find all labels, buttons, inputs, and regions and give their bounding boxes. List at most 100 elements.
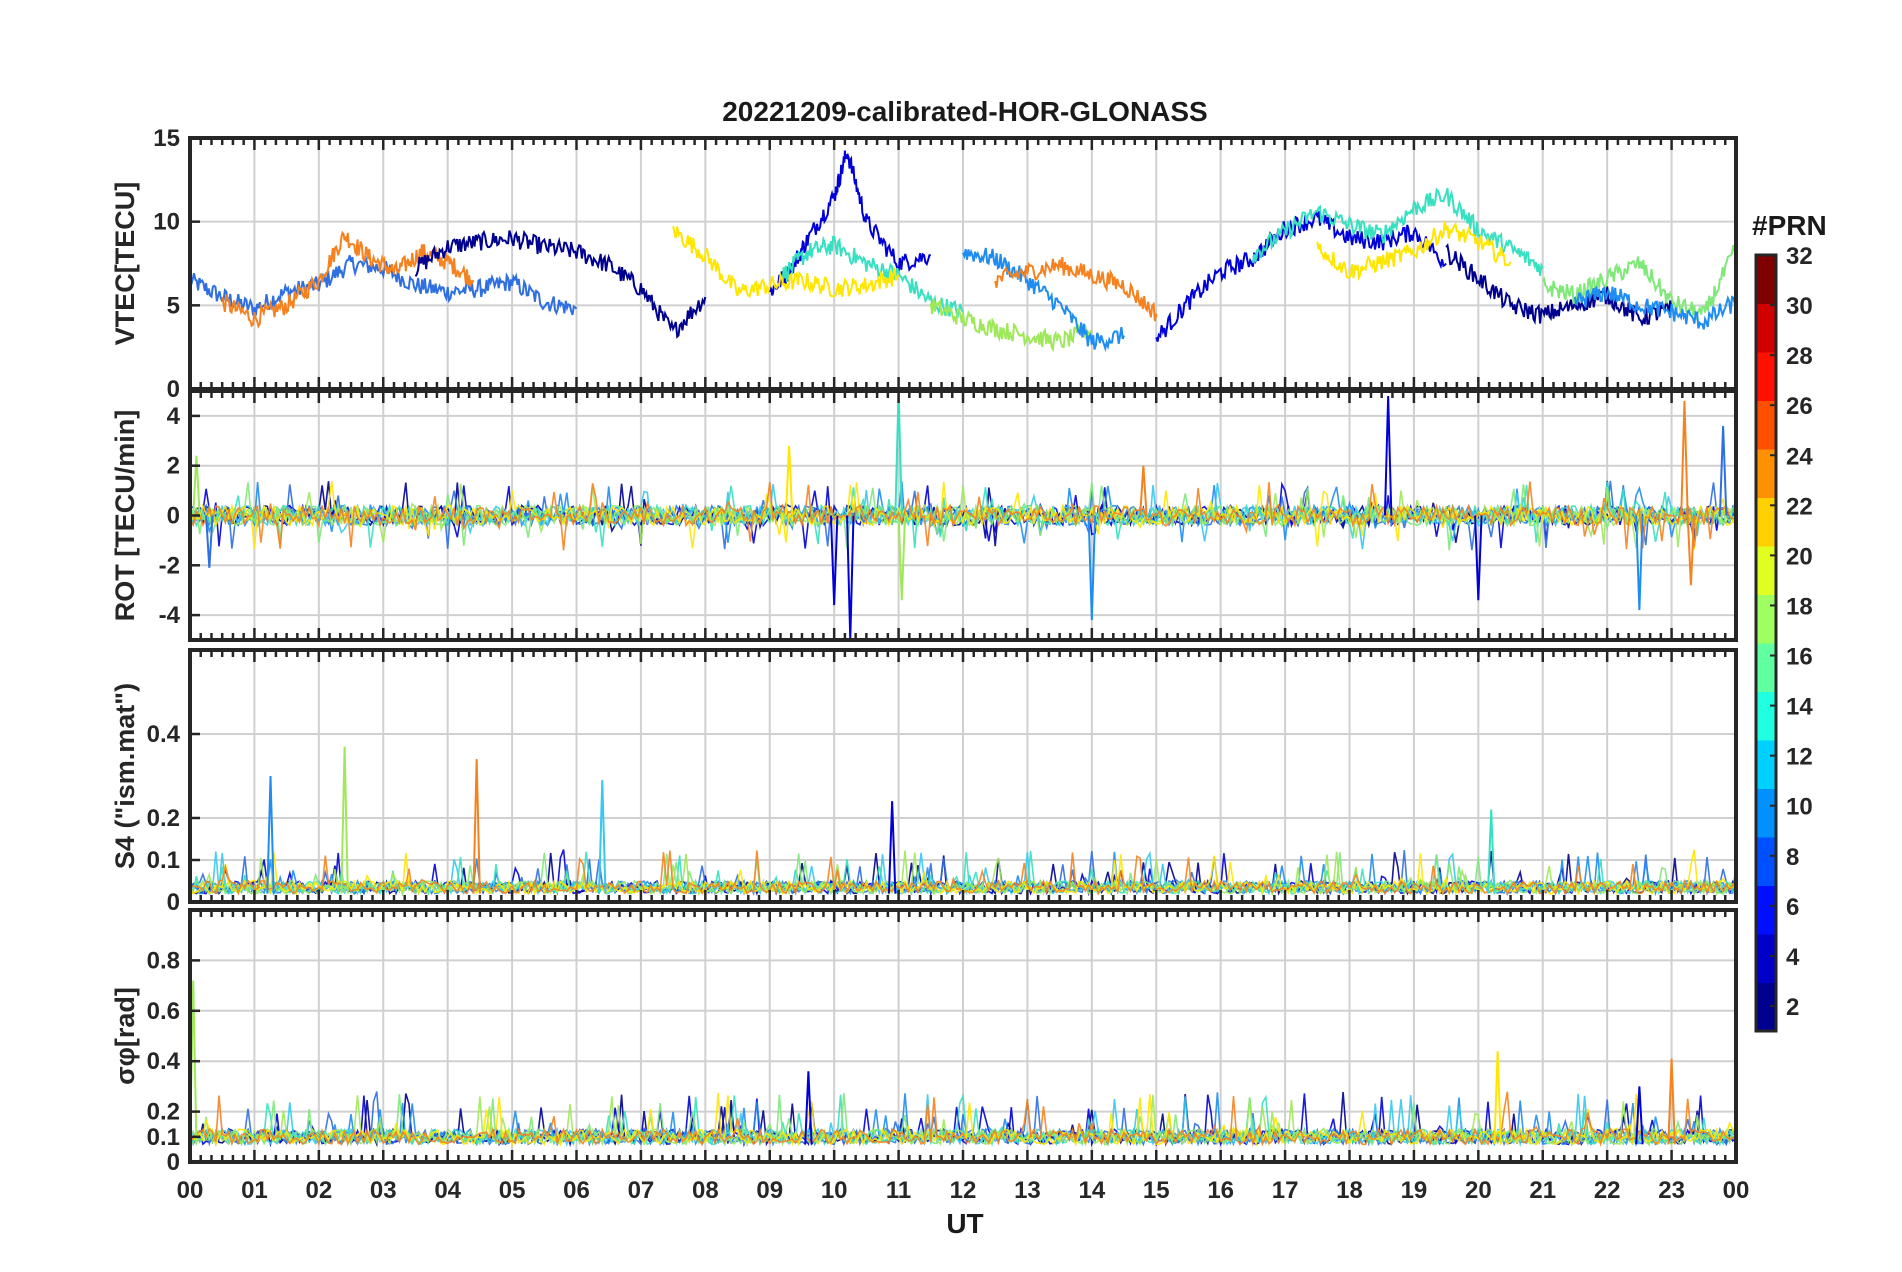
- figure-title: 20221209-calibrated-HOR-GLONASS: [722, 96, 1208, 127]
- rot-spike: [1718, 425, 1728, 516]
- y-tick-label: 0.8: [147, 947, 180, 974]
- x-axis: 00 01 02 03 04 05 06 07 08 09 10 11 12 13 14 15 16 17 18 19…: [177, 1177, 1750, 1204]
- x-tick-label: 19: [1401, 1177, 1428, 1204]
- x-tick-label: 00: [1723, 1177, 1750, 1204]
- colorbar-tick-label: 18: [1786, 593, 1813, 620]
- y-tick-label: 0: [167, 503, 180, 530]
- s4-spike: [887, 801, 897, 894]
- colorbar-swatch: [1756, 812, 1776, 838]
- x-tick-label: 16: [1207, 1177, 1234, 1204]
- rot-spike: [192, 455, 201, 516]
- s4-spike: [598, 780, 607, 894]
- colorbar-tick-label: 12: [1786, 744, 1813, 771]
- colorbar-tick-label: 16: [1786, 644, 1813, 671]
- y-tick-label: 0.1: [147, 1124, 180, 1151]
- y-axis-label-vtec: VTEC[TECU]: [110, 182, 140, 346]
- colorbar-swatch: [1756, 764, 1776, 789]
- ticks-s4: [188, 650, 1738, 902]
- panel-vtec: 0 5 10 15 VTEC[TECU]: [110, 125, 1738, 403]
- y-tick-label: 15: [153, 125, 180, 152]
- y-tick-label: 0.4: [147, 721, 181, 748]
- colorbar-swatch: [1756, 303, 1776, 329]
- panel-s4: 0 0.1 0.2 0.4 S4 ("ism.mat"): [110, 648, 1738, 916]
- s4-spike: [1487, 809, 1496, 894]
- y-tick-label: 0.6: [147, 998, 180, 1025]
- colorbar-swatch: [1756, 400, 1776, 426]
- y-tick-label: 10: [153, 209, 180, 236]
- colorbar-tick-label: 28: [1786, 343, 1813, 370]
- colorbar-swatch: [1756, 837, 1776, 862]
- x-tick-label: 23: [1658, 1177, 1685, 1204]
- rot-spike: [894, 391, 903, 516]
- colorbar-frame: [1754, 253, 1778, 1033]
- colorbar-swatch: [1756, 934, 1776, 959]
- vtec-series-line: [1445, 243, 1673, 327]
- rot-spike: [1686, 515, 1696, 586]
- colorbar-swatch: [1756, 618, 1776, 644]
- x-tick-label: 18: [1336, 1177, 1363, 1204]
- rot-noise-line: [190, 481, 1736, 551]
- y-tick-label: -4: [159, 602, 181, 629]
- x-tick-label: 11: [886, 1177, 911, 1204]
- x-tick-label: 20: [1465, 1177, 1492, 1204]
- rot-spike: [897, 515, 907, 601]
- rot-noise-line: [190, 481, 1736, 550]
- rot-spike: [1087, 515, 1097, 621]
- colorbar-swatch: [1756, 497, 1776, 523]
- x-tick-label: 04: [434, 1177, 461, 1204]
- vtec-series-line: [672, 225, 900, 298]
- y-tick-label: 0: [167, 1149, 180, 1176]
- y-tick-label: 0.4: [147, 1048, 181, 1075]
- rot-spike: [1139, 465, 1148, 516]
- colorbar-swatch: [1756, 594, 1776, 620]
- sigma_phi-spike: [1493, 1051, 1502, 1145]
- x-tick-label: 22: [1594, 1177, 1621, 1204]
- rot-spike: [205, 515, 214, 568]
- colorbar-swatch: [1756, 861, 1776, 886]
- x-tick-label: 06: [563, 1177, 590, 1204]
- x-tick-label: 01: [241, 1177, 268, 1204]
- y-axis-label-sigma_phi: σφ[rad]: [110, 987, 140, 1085]
- colorbar-swatch: [1756, 982, 1776, 1008]
- y-tick-label: 0.2: [147, 1099, 180, 1126]
- colorbar-tick-label: 8: [1786, 844, 1799, 871]
- x-tick-label: 17: [1272, 1177, 1299, 1204]
- panel-sigma_phi: 00.10.2 0.4 0.6 0.8 σφ[rad]: [110, 908, 1738, 1176]
- vtec-series-line: [929, 298, 1093, 353]
- colorbar-swatch: [1756, 546, 1776, 571]
- y-tick-label: 0: [167, 376, 180, 403]
- y-tick-label: 0: [167, 889, 180, 916]
- colorbar-swatch: [1756, 255, 1776, 280]
- x-tick-label: 07: [628, 1177, 655, 1204]
- data-vtec: [190, 150, 1736, 353]
- panel-rot: -4 -2 0 2 4 ROT [TECU/min]: [110, 389, 1738, 642]
- y-axis-label-s4: S4 ("ism.mat"): [110, 683, 140, 869]
- s4-spike: [340, 746, 349, 894]
- colorbar-tick-label: 26: [1786, 393, 1813, 420]
- colorbar-tick-label: 24: [1786, 443, 1813, 470]
- x-tick-label: 08: [692, 1177, 719, 1204]
- ticks-vtec: [188, 138, 1738, 389]
- x-tick-label: 12: [950, 1177, 977, 1204]
- x-tick-label: 02: [305, 1177, 332, 1204]
- x-tick-label: 21: [1529, 1177, 1556, 1204]
- x-tick-label: 00: [177, 1177, 204, 1204]
- vtec-series-line: [1251, 187, 1544, 276]
- colorbar-tick-label: 4: [1786, 944, 1800, 971]
- data-rot: [190, 391, 1736, 640]
- colorbar-tick-label: 30: [1786, 293, 1813, 320]
- colorbar-swatch: [1756, 691, 1776, 717]
- x-tick-label: 03: [370, 1177, 397, 1204]
- sigma_phi-noise-line: [190, 1093, 1736, 1147]
- colorbar-tick-label: 10: [1786, 794, 1813, 821]
- colorbar-swatch: [1756, 424, 1776, 450]
- rot-spike: [1680, 400, 1689, 516]
- sigma_phi-spike: [1667, 1058, 1676, 1145]
- x-tick-label: 10: [821, 1177, 848, 1204]
- colorbar-swatch: [1756, 715, 1776, 741]
- ticks-rot: [188, 391, 1738, 640]
- rot-spike: [784, 445, 794, 516]
